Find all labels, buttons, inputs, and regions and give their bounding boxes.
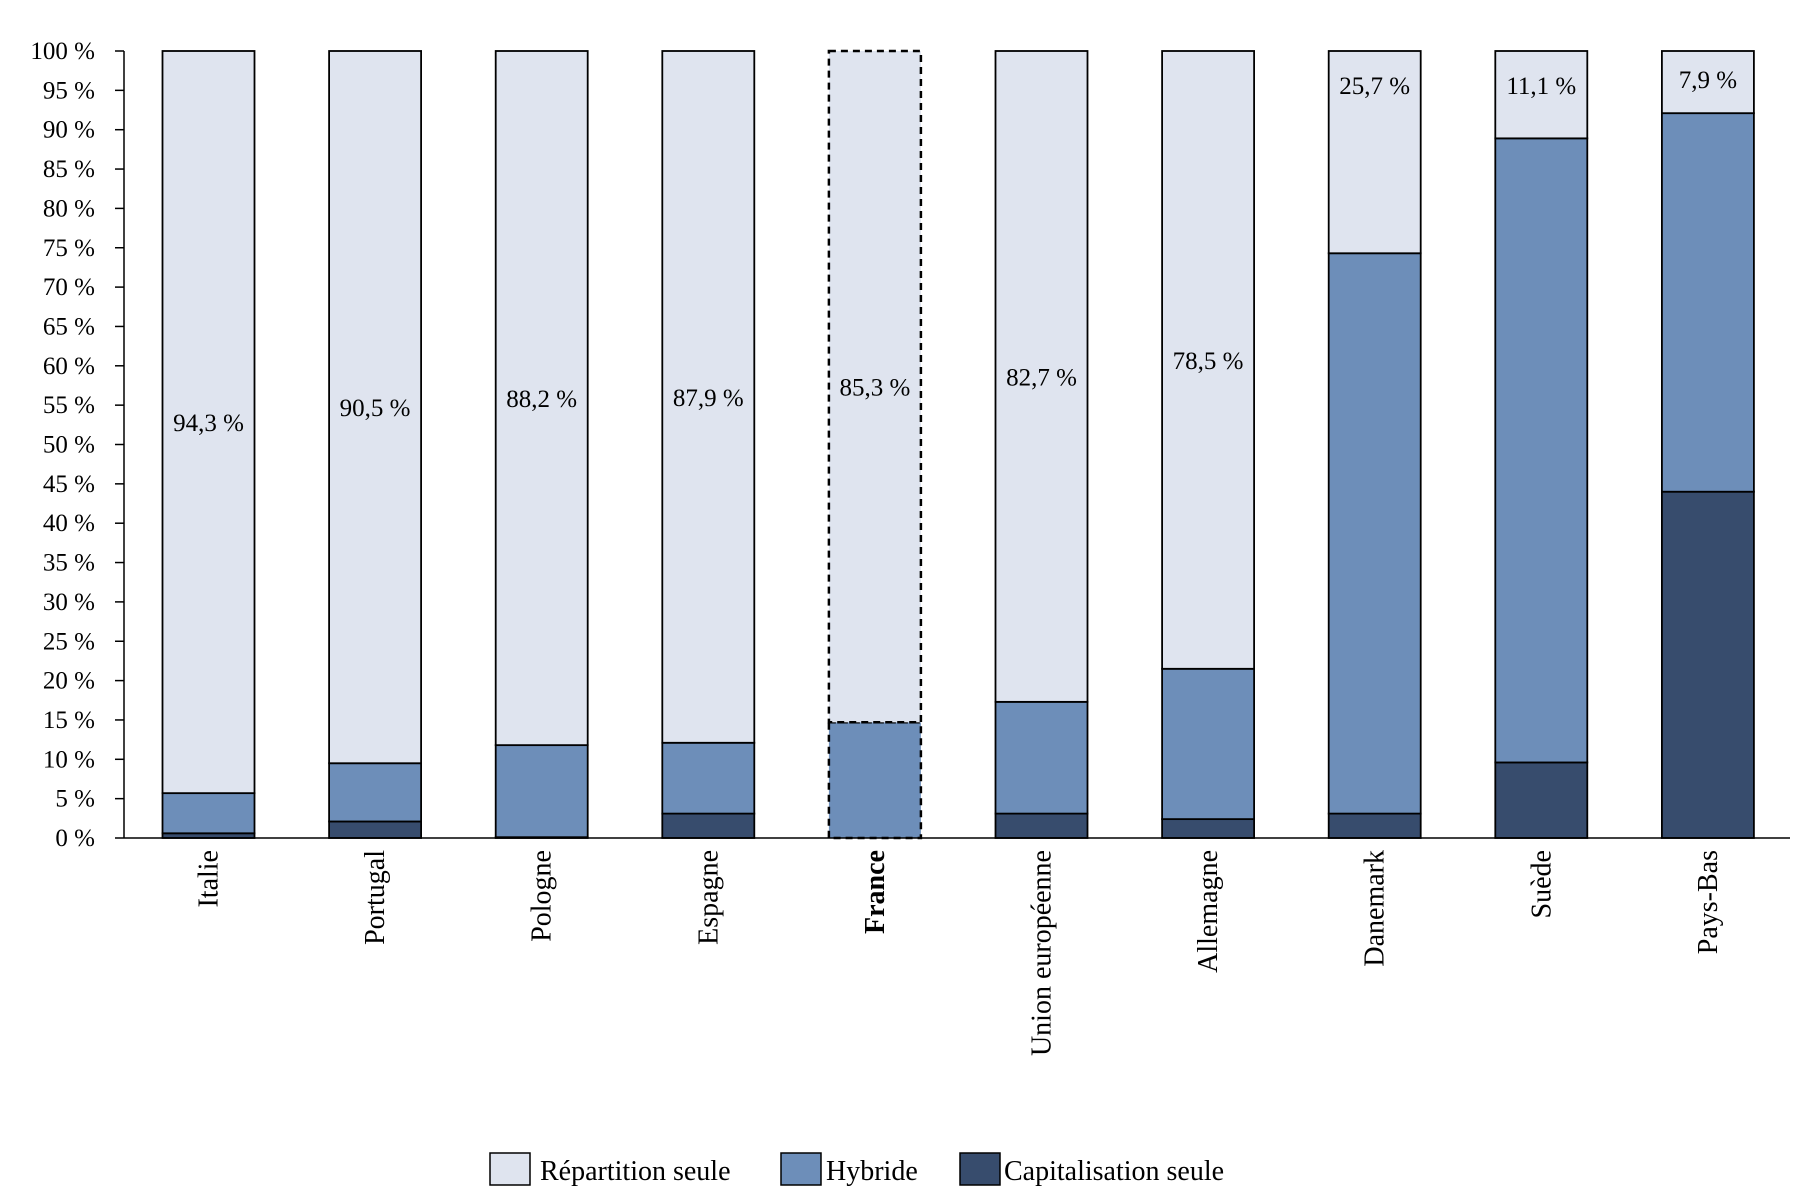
legend: Répartition seule Hybride Capitalisation s…	[489, 1152, 1224, 1187]
bar-segment	[1327, 252, 1422, 815]
category-label: Suède	[1526, 850, 1557, 918]
data-label: 78,5 %	[1173, 348, 1244, 375]
bar-segment	[661, 741, 756, 815]
data-label: 90,5 %	[340, 395, 411, 422]
category-label: Union européenne	[1027, 850, 1058, 1056]
y-tick-label: 35 %	[43, 550, 95, 577]
bar-segment	[1161, 818, 1255, 839]
y-tick-label: 30 %	[43, 589, 95, 616]
legend-swatch	[489, 1152, 531, 1186]
category-label: Italie	[194, 850, 225, 908]
category-label: Pays-Bas	[1693, 850, 1724, 954]
bar-segment	[661, 812, 756, 839]
bar-segment	[1161, 667, 1255, 821]
y-tick-label: 95 %	[43, 77, 95, 104]
bar-segment	[494, 50, 589, 747]
y-tick-label: 55 %	[43, 392, 95, 419]
y-tick-label: 80 %	[43, 195, 95, 222]
bar-segment	[827, 721, 923, 840]
bar-segment	[661, 50, 756, 744]
y-tick-label: 90 %	[43, 117, 95, 144]
y-tick-label: 15 %	[43, 707, 95, 734]
bar-segment	[1661, 112, 1755, 493]
category-label: Allemagne	[1193, 850, 1224, 973]
data-label: 11,1 %	[1506, 73, 1576, 100]
y-tick-label: 25 %	[43, 628, 95, 655]
y-tick-label: 100 %	[30, 38, 95, 65]
legend-swatch	[959, 1152, 1001, 1186]
y-tick-label: 70 %	[43, 274, 95, 301]
bar-segment	[494, 744, 589, 839]
y-tick-label: 65 %	[43, 313, 95, 340]
y-axis: 0 % 5 % 10 % 15 % 20 % 25 % 30 % 35 % 40 % 45 % 50…	[30, 38, 125, 852]
bar-segment	[1661, 50, 1755, 115]
bar-segment	[1661, 490, 1755, 839]
bar-segment	[161, 792, 256, 835]
bar-segment	[994, 50, 1089, 703]
legend-label: Hybride	[826, 1156, 918, 1187]
bar-segment	[827, 49, 923, 724]
category-label: Danemark	[1360, 850, 1391, 967]
data-label: 7,9 %	[1679, 67, 1737, 94]
y-tick-label: 45 %	[43, 471, 95, 498]
legend-label: Capitalisation seule	[1004, 1156, 1224, 1187]
bar-segment	[994, 700, 1089, 815]
legend-swatch	[780, 1152, 822, 1186]
y-tick-label: 0 %	[55, 825, 95, 852]
x-axis: Italie Portugal Pologne Espagne France Union …	[124, 837, 1790, 1056]
bars	[161, 49, 1755, 840]
category-label: Espagne	[693, 850, 724, 945]
bar-segment	[1494, 50, 1589, 140]
y-tick-label: 60 %	[43, 353, 95, 380]
bar-segment	[161, 50, 256, 795]
y-tick-label: 50 %	[43, 432, 95, 459]
bar-segment	[1494, 137, 1589, 764]
y-tick-label: 85 %	[43, 156, 95, 183]
data-label: 82,7 %	[1006, 364, 1077, 391]
y-tick-label: 10 %	[43, 746, 95, 773]
bar-segment	[328, 762, 423, 823]
bar-segment	[1327, 50, 1422, 255]
data-label: 25,7 %	[1339, 73, 1410, 100]
data-labels: 94,3 % 90,5 % 88,2 % 87,9 % 85,3 % 82,7 % 78,5…	[173, 67, 1737, 437]
y-tick-label: 20 %	[43, 668, 95, 695]
legend-label: Répartition seule	[540, 1156, 731, 1187]
y-tick-label: 5 %	[55, 786, 95, 813]
category-label: Pologne	[527, 850, 558, 942]
data-label: 87,9 %	[673, 385, 744, 412]
category-label: France	[860, 850, 891, 934]
bar-segment	[1327, 812, 1422, 839]
bar-segment	[1494, 761, 1589, 839]
y-tick-label: 75 %	[43, 235, 95, 262]
data-label: 85,3 %	[839, 375, 910, 402]
category-label: Portugal	[360, 850, 391, 945]
bar-segment	[1161, 50, 1255, 670]
bar-segment	[328, 820, 423, 839]
data-label: 94,3 %	[173, 410, 244, 437]
data-label: 88,2 %	[506, 386, 577, 413]
y-tick-label: 40 %	[43, 510, 95, 537]
bar-segment	[994, 812, 1089, 839]
bar-segment	[328, 50, 423, 765]
